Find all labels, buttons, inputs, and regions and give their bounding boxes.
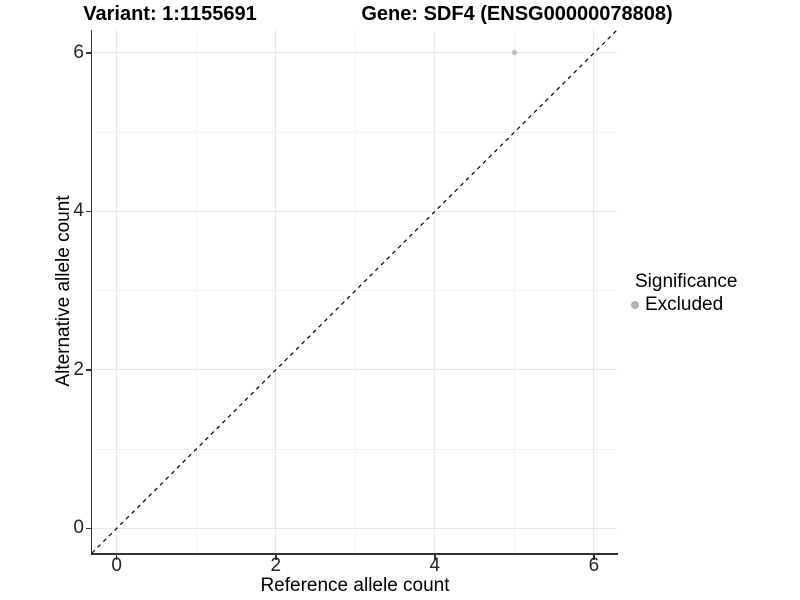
legend-point-icon bbox=[631, 301, 639, 309]
gridline-major-vertical bbox=[116, 30, 118, 553]
y-tick-label: 4 bbox=[73, 200, 84, 222]
x-axis-tick bbox=[115, 555, 118, 560]
y-axis-tick bbox=[86, 52, 91, 54]
legend: Significance Excluded bbox=[631, 270, 737, 316]
plot-title-variant: Variant: 1:1155691 bbox=[83, 3, 257, 25]
data-point bbox=[511, 50, 517, 56]
y-axis-line bbox=[90, 30, 92, 555]
x-tick-label: 4 bbox=[429, 555, 441, 576]
gridline-minor-vertical bbox=[195, 30, 197, 553]
x-axis-tick bbox=[434, 555, 436, 560]
x-axis-line bbox=[90, 553, 618, 555]
x-tick-label: 0 bbox=[111, 555, 122, 576]
gridline-minor-horizontal bbox=[92, 131, 617, 133]
identity-dashed-line bbox=[91, 29, 618, 554]
legend-title: Significance bbox=[635, 271, 738, 292]
gridline-major-vertical bbox=[434, 30, 436, 553]
gridline-major-horizontal bbox=[92, 210, 617, 212]
x-tick-label: 6 bbox=[588, 555, 600, 576]
plot-panel bbox=[91, 29, 618, 554]
x-axis-tick bbox=[593, 555, 595, 560]
legend-entry-excluded: Excluded bbox=[631, 294, 737, 316]
gridline-major-vertical bbox=[593, 30, 595, 553]
y-tick-label: 6 bbox=[73, 41, 84, 63]
gridline-minor-vertical bbox=[513, 30, 515, 553]
x-axis-title: Reference allele count bbox=[260, 575, 450, 596]
gridline-major-horizontal bbox=[92, 52, 617, 54]
y-axis-title: Alternative allele count bbox=[53, 195, 74, 387]
gridline-major-vertical bbox=[275, 30, 277, 553]
x-tick-label: 2 bbox=[270, 555, 282, 576]
y-tick-label: 0 bbox=[73, 517, 84, 539]
y-tick-label: 2 bbox=[73, 358, 84, 380]
y-axis-tick bbox=[86, 369, 91, 371]
x-axis-tick bbox=[275, 555, 277, 560]
y-axis-tick bbox=[86, 210, 91, 213]
gridline-major-horizontal bbox=[92, 369, 617, 371]
gridline-major-horizontal bbox=[92, 527, 617, 529]
gridline-minor-horizontal bbox=[92, 448, 617, 450]
plot-title-gene: Gene: SDF4 (ENSG00000078808) bbox=[361, 3, 673, 25]
y-axis-tick bbox=[86, 527, 91, 530]
legend-entry-label: Excluded bbox=[645, 294, 724, 315]
identity-line-layer bbox=[91, 29, 618, 554]
